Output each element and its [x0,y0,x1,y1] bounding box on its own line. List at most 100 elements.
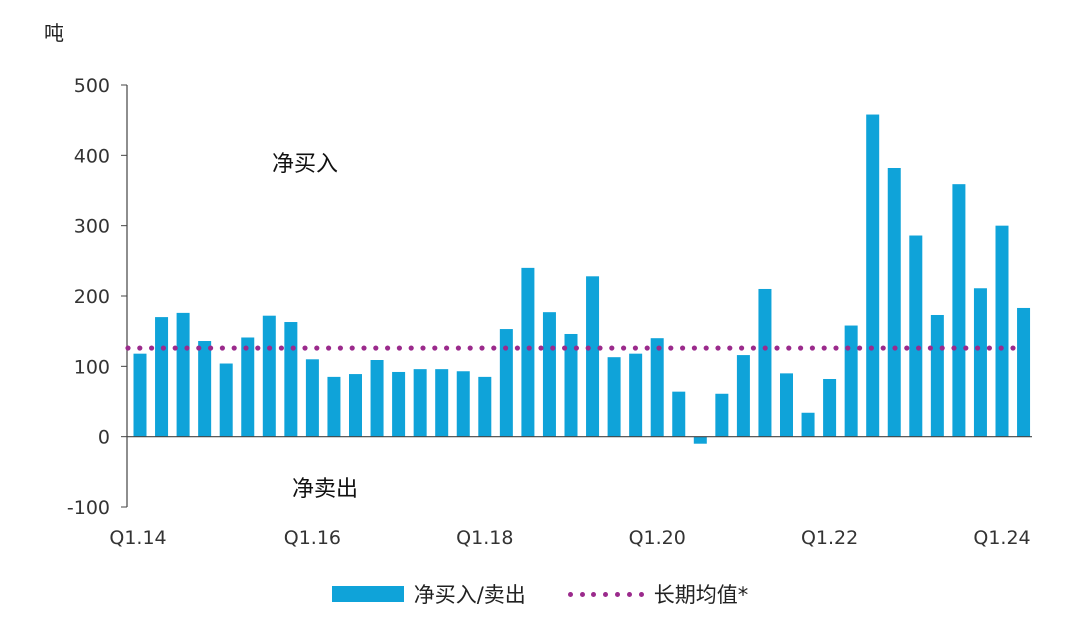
y-tick-label: 100 [74,356,110,378]
average-dot [385,345,391,351]
annotation-net-sell: 净卖出 [292,477,358,502]
average-dot [621,345,627,351]
average-dot [986,345,993,351]
average-dot [975,345,981,351]
average-dot [467,345,473,351]
average-dot [420,345,426,351]
y-tick-label: 400 [74,145,110,167]
average-dot [444,345,450,351]
average-dot [585,345,591,351]
average-dot [208,345,214,351]
average-dot [255,345,261,351]
y-tick-label: 300 [74,216,110,238]
average-dot [668,345,674,351]
average-dot [373,345,379,351]
average-dot [609,345,615,351]
average-dot [857,345,863,351]
annotation-net-buy: 净买入 [272,152,338,177]
average-dot [267,345,273,351]
average-dot [326,345,332,351]
average-dot [349,345,355,351]
bar [564,333,578,437]
legend-item-bars: 净买入/卖出 [331,579,526,609]
bar [349,374,362,437]
bar [693,436,707,444]
average-dot [337,345,343,351]
average-dot [503,345,509,351]
bar [262,315,276,437]
legend-bar-swatch [331,586,404,602]
y-tick-label: 0 [98,427,110,449]
bar [241,337,255,437]
average-dot [184,345,190,351]
average-dot [798,345,804,351]
average-dot [868,345,875,351]
average-dot [149,345,155,351]
legend-bar-label: 净买入/卖出 [413,583,526,607]
y-tick-label: 500 [74,75,110,97]
long-term-average-line [125,345,1016,351]
bar [586,276,600,437]
average-dot [538,345,544,351]
average-dot [703,345,709,351]
average-dot [219,345,225,351]
bar [456,371,470,437]
bar [715,393,729,437]
average-dot [231,345,237,351]
bar [780,373,793,437]
bar [801,412,815,437]
average-dot [727,345,733,351]
average-dot [998,345,1004,351]
average-dot [125,345,131,351]
bar [198,341,212,437]
bar [758,288,772,437]
x-tick-label: Q1.18 [456,527,513,549]
average-dot [644,345,650,351]
bar [650,338,664,437]
average-dot [632,345,639,351]
average-dot [172,345,178,351]
average-dot [680,345,686,351]
bar [133,353,147,437]
bar [952,184,966,437]
y-tick-label: 200 [74,286,110,308]
bar [521,267,535,437]
bar [736,355,750,437]
average-dot [243,345,249,351]
bar [1017,307,1031,437]
bar [973,288,987,437]
bar [823,378,837,437]
average-dot [302,345,308,351]
average-dot [880,345,886,351]
average-dot [290,345,296,351]
x-tick-label: Q1.14 [109,527,166,549]
average-dot [951,345,957,351]
y-axis-ticks: 500 400 300 200 100 0 -100 [67,75,127,519]
average-dot [361,345,367,351]
average-dot [455,345,461,351]
average-dot [1010,345,1016,351]
average-dot [927,345,934,351]
bar [930,314,944,437]
average-dot [939,345,945,351]
bar [607,357,621,437]
average-dot [526,345,532,351]
bar [499,329,513,437]
axes [126,85,1032,507]
bar [672,391,686,437]
bar [305,359,319,437]
average-dot [656,345,662,351]
bar [155,317,169,437]
average-dot [479,345,485,351]
bar [478,376,492,437]
average-dot [809,345,816,351]
average-dot [762,345,768,351]
average-dot [550,345,556,351]
bar [176,312,190,437]
average-dot [408,345,414,351]
bar [909,235,923,437]
average-dot [314,345,320,351]
bar [844,325,858,437]
average-dot [278,345,284,351]
